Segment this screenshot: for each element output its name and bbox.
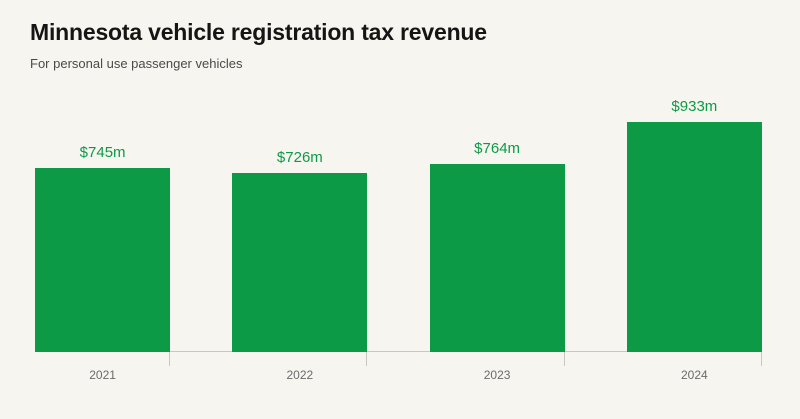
bar-chart: $745m $726m $764m $933m 2021 2022 2023 2024	[35, 98, 762, 382]
bar-group: $764m	[429, 122, 565, 366]
bar	[626, 121, 762, 352]
x-axis-tick-label: 2024	[681, 367, 708, 382]
chart-title: Minnesota vehicle registration tax reven…	[30, 19, 487, 45]
x-axis-tick-label: 2021	[89, 367, 116, 382]
x-axis-tick-label: 2023	[483, 367, 511, 382]
x-axis-tick	[366, 351, 368, 366]
x-axis-line	[35, 350, 762, 352]
bar-value-label: $764m	[474, 139, 521, 157]
bar-value-label: $745m	[79, 143, 126, 161]
bar-value-label: $933m	[671, 97, 718, 115]
x-axis-tick-label: 2022	[286, 367, 314, 382]
bar	[429, 163, 565, 352]
chart-header: Minnesota vehicle registration tax reven…	[0, 0, 800, 71]
plot-area: $745m $726m $764m $933m	[35, 98, 762, 366]
x-axis-tick	[563, 351, 565, 366]
bar-group: $933m	[626, 98, 762, 366]
bar	[35, 167, 171, 352]
bar-value-label: $726m	[276, 148, 323, 166]
x-axis-tick	[760, 351, 762, 366]
bar	[232, 172, 368, 352]
x-axis-labels: 2021 2022 2023 2024	[35, 368, 762, 382]
chart-subtitle: For personal use passenger vehicles	[30, 55, 243, 71]
x-axis-tick	[169, 351, 171, 366]
bar-group: $745m	[35, 122, 171, 366]
bar-group: $726m	[232, 122, 368, 366]
